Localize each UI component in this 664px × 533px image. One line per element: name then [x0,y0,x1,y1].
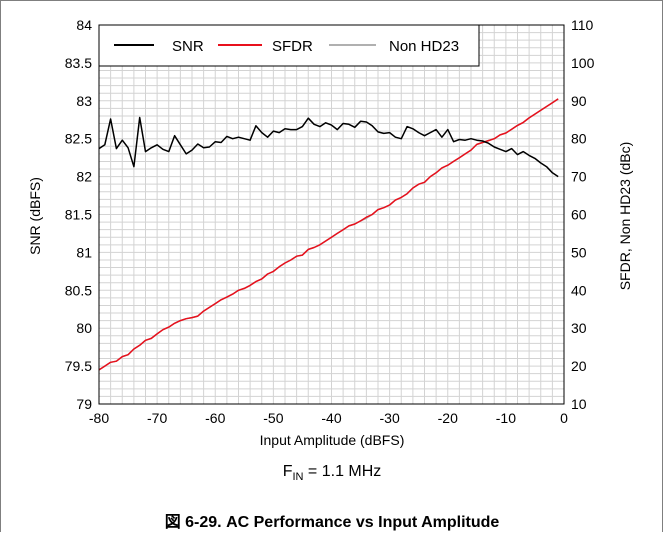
legend-box [98,24,480,67]
series-lines [98,98,559,371]
y-tick-label-left: 80 [76,320,92,336]
x-tick-label: -40 [321,410,341,426]
condition-subscript: IN [292,471,304,484]
x-tick-label: -60 [205,410,225,426]
figure-title: AC Performance vs Input Amplitude [226,514,500,531]
legend-label-non-hd23: Non HD23 [389,38,459,55]
y-tick-label-right: 20 [571,358,587,374]
condition-value: = 1.1 MHz [303,463,382,480]
y-tick-label-right: 110 [571,17,594,33]
y-tick-label-left: 82.5 [65,131,92,147]
y-tick-label-left: 80.5 [65,282,92,298]
figure-caption: 図 6-29. AC Performance vs Input Amplitud… [0,508,664,532]
legend: SNR SFDR Non HD23 [98,24,480,67]
y-axis-label-right: SFDR, Non HD23 (dBc) [617,142,633,291]
y-tick-label-left: 83.5 [65,55,92,71]
series-line-sfdr [98,98,559,371]
x-tick-label: -70 [147,410,167,426]
y-tick-label-right: 70 [571,169,587,185]
chart: -80 -70 -60 -50 -40 -30 -20 -10 0 79 79.5 80 80.5 81 8… [27,17,633,448]
legend-label-sfdr: SFDR [272,38,313,55]
grid [98,24,565,405]
test-condition: FIN = 1.1 MHz [0,463,664,483]
y-tick-label-left: 84 [76,17,92,33]
legend-label-snr: SNR [172,38,204,55]
tick-labels: -80 -70 -60 -50 -40 -30 -20 -10 0 79 79.5 80 80.5 81 8… [65,17,595,426]
y-tick-label-right: 60 [571,207,587,223]
y-tick-label-right: 10 [571,396,587,412]
x-tick-label: 0 [560,410,568,426]
series-line-snr [98,116,559,178]
x-tick-label: -30 [380,410,400,426]
y-tick-label-left: 83 [76,93,92,109]
y-tick-label-right: 30 [571,320,587,336]
y-tick-label-right: 90 [571,93,587,109]
y-tick-label-left: 79 [76,396,92,412]
y-axis-label-left: SNR (dBFS) [27,177,43,255]
y-tick-label-left: 79.5 [65,358,92,374]
x-tick-label: -50 [263,410,283,426]
x-tick-label: -10 [496,410,516,426]
y-tick-label-left: 81.5 [65,207,92,223]
y-tick-label-right: 50 [571,244,587,260]
condition-prefix: F [282,463,293,480]
y-tick-label-right: 100 [571,55,595,71]
y-tick-label-right: 40 [571,282,587,298]
figure-label: 図 6-29. [164,514,222,531]
y-tick-label-left: 81 [76,244,92,260]
x-tick-label: -20 [438,410,458,426]
y-tick-label-left: 82 [76,169,92,185]
x-tick-label: -80 [89,410,109,426]
y-tick-label-right: 80 [571,131,587,147]
x-axis-label: Input Amplitude (dBFS) [260,432,405,448]
